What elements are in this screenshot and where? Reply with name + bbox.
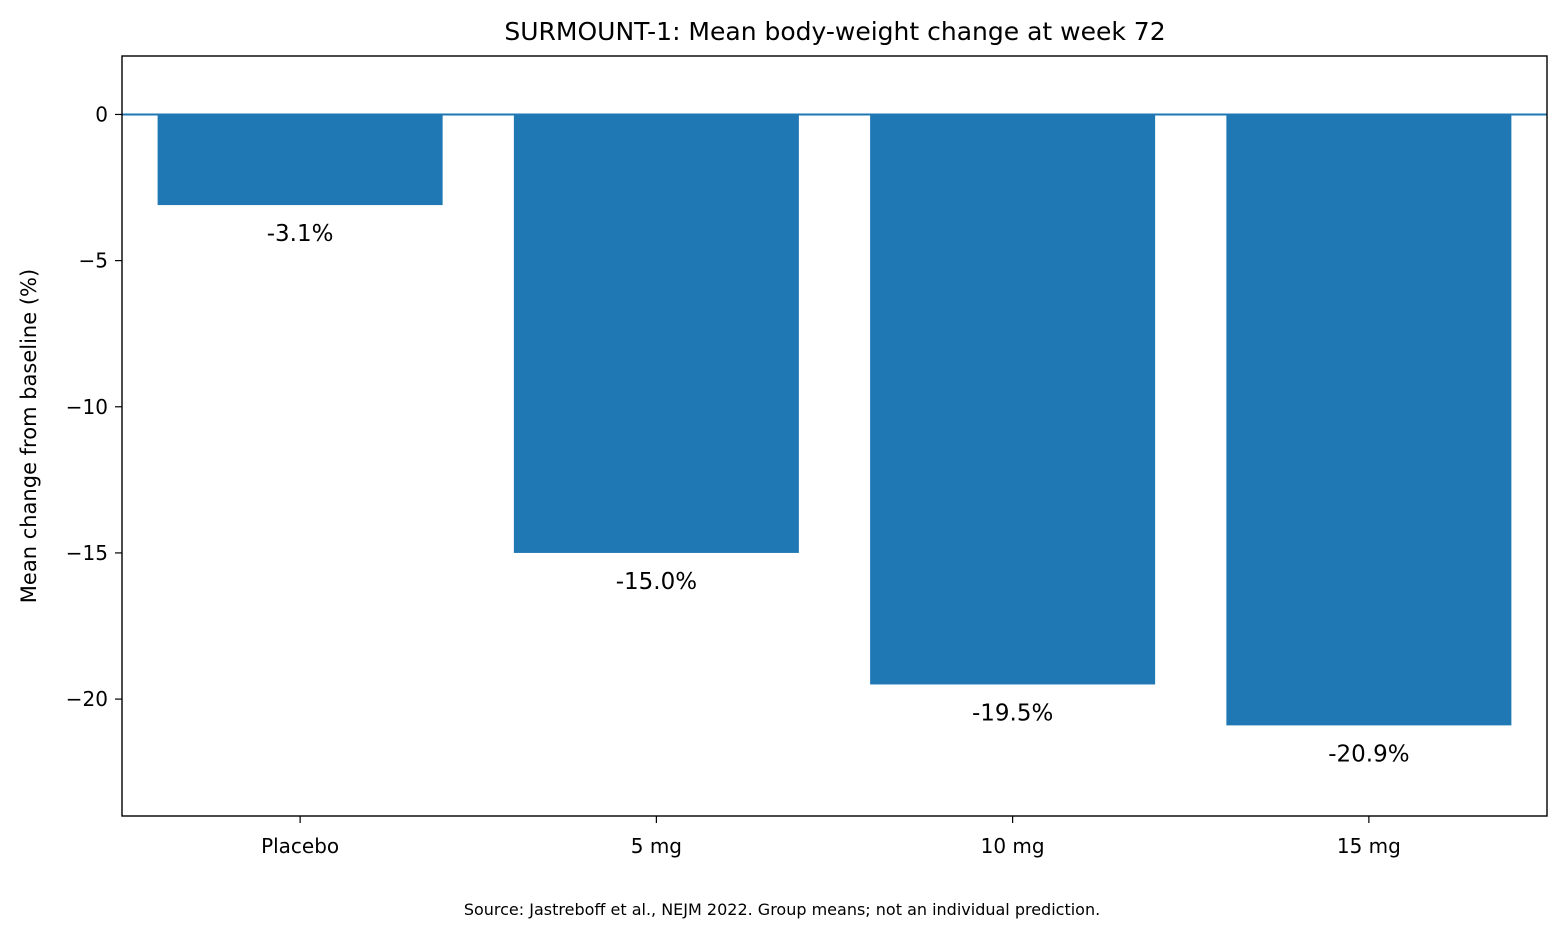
bar-1 <box>513 114 799 553</box>
x-tick-label-2: 10 mg <box>981 834 1045 858</box>
x-tick-label-0: Placebo <box>261 834 339 858</box>
data-label-1: -15.0% <box>616 569 697 595</box>
y-tick-label-3: −15 <box>66 541 108 565</box>
y-tick-label-1: −5 <box>79 249 108 273</box>
source-note: Source: Jastreboff et al., NEJM 2022. Gr… <box>464 900 1100 919</box>
plot-frame <box>121 55 1548 817</box>
bar-0 <box>157 114 443 206</box>
y-tick-label-2: −10 <box>66 395 108 419</box>
y-tick-label-0: 0 <box>95 102 108 126</box>
chart-title: SURMOUNT-1: Mean body-weight change at w… <box>504 17 1165 46</box>
y-axis: 0 −5 −10 −15 −20 <box>66 102 122 711</box>
data-labels-layer: -3.1% -15.0% -19.5% -20.9% <box>267 221 1410 767</box>
y-axis-label: Mean change from baseline (%) <box>17 269 41 603</box>
bars-layer <box>157 114 1512 726</box>
data-label-3: -20.9% <box>1328 741 1409 767</box>
data-label-0: -3.1% <box>267 221 334 247</box>
bar-2 <box>870 114 1156 685</box>
x-tick-label-1: 5 mg <box>631 834 682 858</box>
y-tick-label-4: −20 <box>66 687 108 711</box>
bar-3 <box>1226 114 1512 726</box>
x-axis: Placebo 5 mg 10 mg 15 mg <box>261 816 1401 858</box>
data-label-2: -19.5% <box>972 700 1053 726</box>
x-tick-label-3: 15 mg <box>1337 834 1401 858</box>
